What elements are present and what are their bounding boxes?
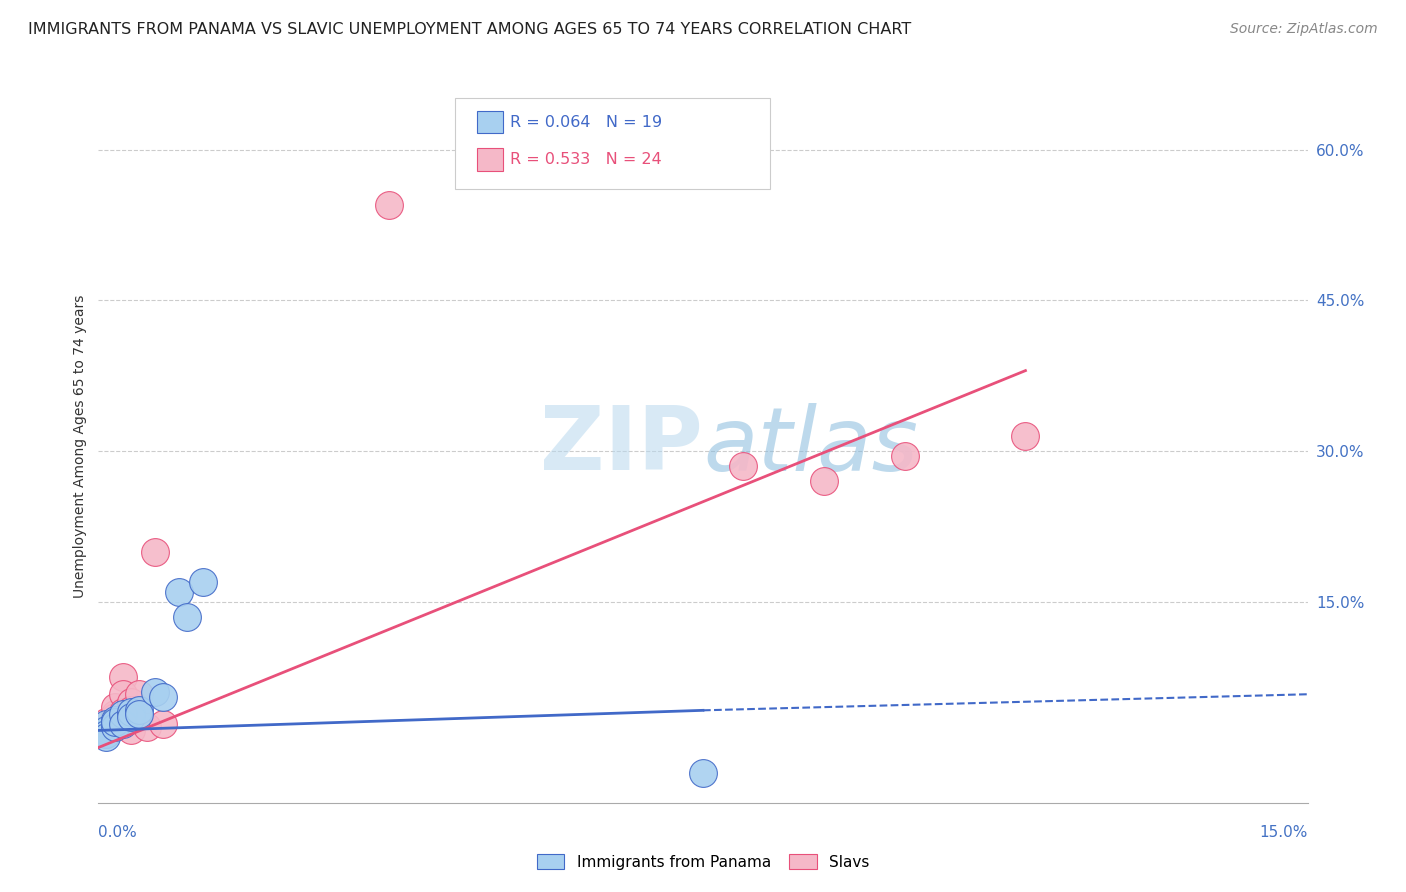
Point [1014, 429, 1036, 443]
Point [103, 720, 125, 734]
Point [176, 610, 198, 624]
Point [143, 544, 166, 558]
Text: Source: ZipAtlas.com: Source: ZipAtlas.com [1230, 22, 1378, 37]
Point [128, 687, 150, 701]
Point [111, 687, 134, 701]
Point [96, 725, 118, 739]
Point [96, 720, 118, 734]
Legend: Immigrants from Panama, Slavs: Immigrants from Panama, Slavs [529, 847, 877, 877]
Point [193, 574, 215, 589]
Point [143, 685, 166, 699]
Point [111, 717, 134, 731]
Y-axis label: Unemployment Among Ages 65 to 74 years: Unemployment Among Ages 65 to 74 years [73, 294, 87, 598]
Point [96, 727, 118, 741]
Point [120, 723, 142, 738]
Point [103, 715, 125, 730]
Text: 15.0%: 15.0% [1260, 825, 1308, 840]
Point [167, 584, 190, 599]
Point [111, 706, 134, 720]
Point [111, 707, 134, 722]
Point [96, 727, 118, 741]
Point [120, 710, 142, 724]
FancyBboxPatch shape [477, 148, 503, 170]
Point [103, 700, 125, 714]
Point [135, 720, 157, 734]
Point [120, 695, 142, 709]
Point [152, 717, 174, 731]
Point [96, 723, 118, 738]
Point [111, 670, 134, 684]
Point [103, 710, 125, 724]
Point [128, 710, 150, 724]
FancyBboxPatch shape [456, 98, 769, 189]
Point [96, 715, 118, 730]
Text: ZIP: ZIP [540, 402, 703, 490]
Point [96, 731, 118, 745]
FancyBboxPatch shape [477, 111, 503, 134]
Text: atlas: atlas [703, 403, 918, 489]
Point [103, 707, 125, 722]
Point [813, 474, 835, 488]
Point [103, 717, 125, 731]
Point [103, 714, 125, 728]
Point [377, 198, 399, 212]
Text: R = 0.064   N = 19: R = 0.064 N = 19 [509, 114, 662, 129]
Point [893, 449, 915, 463]
Point [128, 707, 150, 722]
Text: IMMIGRANTS FROM PANAMA VS SLAVIC UNEMPLOYMENT AMONG AGES 65 TO 74 YEARS CORRELAT: IMMIGRANTS FROM PANAMA VS SLAVIC UNEMPLO… [28, 22, 911, 37]
Point [692, 765, 714, 780]
Point [120, 706, 142, 720]
Text: 0.0%: 0.0% [98, 825, 138, 840]
Point [128, 703, 150, 717]
Text: R = 0.533   N = 24: R = 0.533 N = 24 [509, 152, 661, 167]
Point [733, 459, 755, 474]
Point [96, 717, 118, 731]
Point [120, 703, 142, 717]
Point [152, 690, 174, 705]
